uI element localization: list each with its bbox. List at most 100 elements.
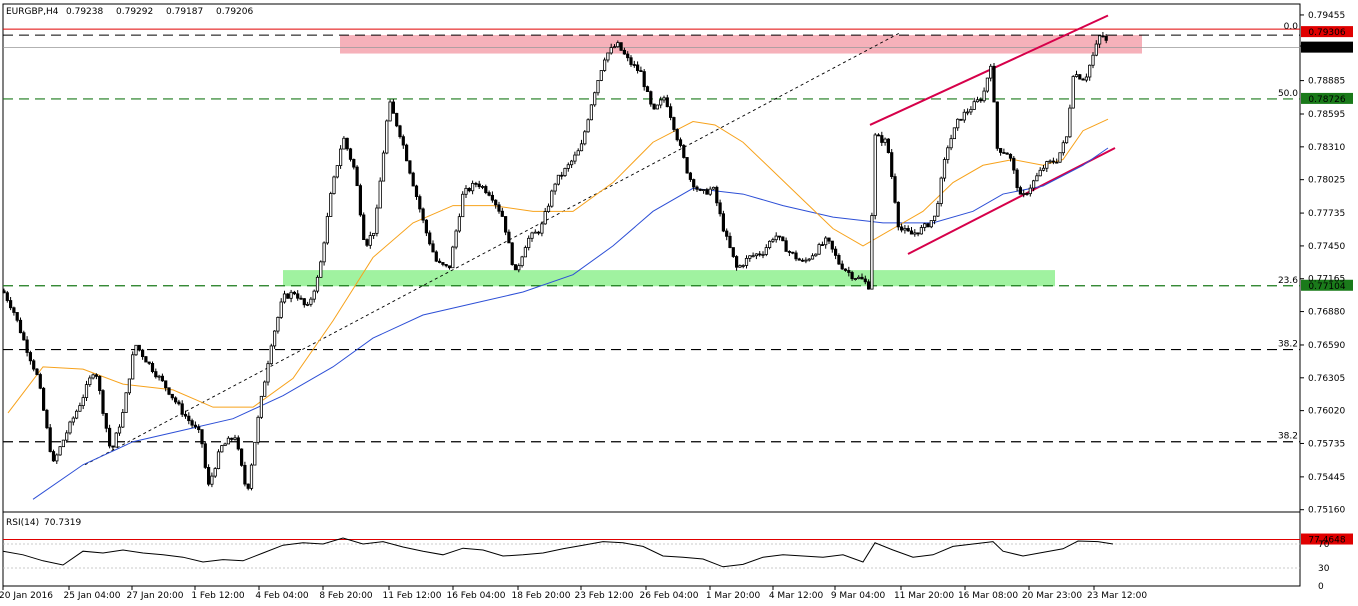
candle-body bbox=[292, 291, 297, 295]
candle-body bbox=[1078, 74, 1082, 80]
candle-body bbox=[263, 381, 267, 397]
candle-body bbox=[824, 237, 828, 246]
candle-body bbox=[995, 101, 999, 149]
candle-body bbox=[576, 150, 580, 156]
channel-lower-line bbox=[907, 147, 1116, 255]
candle-body bbox=[28, 352, 33, 362]
candle-body bbox=[975, 99, 980, 103]
candle-body bbox=[55, 454, 59, 462]
candle-body bbox=[348, 148, 353, 160]
candle-body bbox=[837, 255, 841, 265]
candle-body bbox=[352, 158, 356, 168]
candle-body bbox=[1051, 160, 1055, 163]
candle-body bbox=[728, 235, 732, 248]
candle-body bbox=[177, 401, 181, 405]
candle-body bbox=[272, 330, 277, 347]
candle-body bbox=[942, 159, 947, 179]
candle-body bbox=[500, 210, 504, 217]
candle-body bbox=[758, 253, 762, 256]
candle-body bbox=[1058, 152, 1062, 163]
candle-body bbox=[418, 196, 422, 210]
candle-body bbox=[764, 247, 768, 255]
candle-body bbox=[507, 231, 511, 244]
candle-body bbox=[299, 297, 303, 300]
candle-body bbox=[428, 232, 432, 245]
candle-body bbox=[279, 301, 283, 318]
candle-body bbox=[632, 64, 636, 66]
rsi-line bbox=[2, 537, 1114, 568]
level-label: 38.2 bbox=[1278, 432, 1298, 442]
channel-upper-line bbox=[869, 14, 1109, 126]
candle-body bbox=[305, 303, 310, 306]
level-label: 38.2 bbox=[1278, 340, 1298, 350]
candle-body bbox=[42, 387, 46, 411]
candle-body bbox=[771, 239, 775, 242]
candle-body bbox=[820, 244, 825, 246]
candle-body bbox=[45, 409, 49, 429]
candle-body bbox=[236, 437, 240, 450]
candle-body bbox=[636, 64, 640, 71]
candle-body bbox=[926, 223, 930, 228]
candle-body bbox=[1061, 142, 1065, 154]
candle-body bbox=[563, 168, 567, 176]
candle-body bbox=[269, 345, 273, 365]
moving-averages-layer bbox=[7, 118, 1109, 500]
candle-body bbox=[896, 201, 900, 228]
y-tick-label: 0.76880 bbox=[1308, 308, 1345, 318]
candle-body bbox=[840, 263, 844, 270]
candle-body bbox=[553, 183, 557, 192]
candle-body bbox=[32, 360, 36, 370]
candle-body bbox=[88, 377, 92, 386]
candle-body bbox=[503, 216, 508, 233]
candle-body bbox=[873, 134, 877, 216]
candle-body bbox=[777, 235, 782, 238]
x-tick-label: 16 Mar 08:00 bbox=[958, 591, 1018, 601]
candle-body bbox=[556, 174, 561, 185]
candle-body bbox=[543, 211, 547, 225]
candle-body bbox=[642, 71, 646, 88]
candle-body bbox=[566, 164, 570, 169]
candle-body bbox=[266, 363, 270, 383]
candle-body bbox=[768, 240, 772, 248]
candle-body bbox=[104, 413, 108, 429]
candle-body bbox=[665, 97, 669, 108]
y-tick-label: 0.79455 bbox=[1308, 11, 1345, 21]
candle-body bbox=[804, 259, 808, 262]
y-tick-label: 0.75735 bbox=[1308, 439, 1345, 449]
candle-body bbox=[949, 138, 953, 149]
candle-body bbox=[335, 165, 339, 178]
candle-body bbox=[200, 429, 204, 445]
time-axis: 20 Jan 2016 25 Jan 04:00 27 Jan 20:00 1 Feb… bbox=[0, 586, 1147, 601]
candle-body bbox=[513, 264, 518, 271]
candle-body bbox=[256, 416, 260, 443]
chart-symbol: EURGBP,H4 bbox=[6, 7, 59, 17]
candle-body bbox=[880, 135, 884, 143]
price-axis: 0.79455 0.79185 0.78885 0.78595 0.78310 0.780… bbox=[1300, 11, 1345, 516]
candle-body bbox=[160, 375, 164, 382]
candle-body bbox=[108, 427, 112, 447]
candle-body bbox=[101, 390, 105, 414]
candle-body bbox=[929, 220, 933, 228]
candle-body bbox=[454, 230, 458, 248]
candle-body bbox=[371, 232, 376, 236]
candle-body bbox=[150, 363, 155, 372]
candle-body bbox=[781, 236, 785, 242]
candle-body bbox=[523, 247, 528, 258]
candle-body bbox=[916, 232, 920, 235]
candle-body bbox=[959, 118, 963, 121]
candle-body bbox=[649, 91, 653, 105]
candle-body bbox=[121, 412, 125, 428]
resistance-zone bbox=[340, 35, 1142, 54]
candle-body bbox=[51, 451, 56, 462]
candle-body bbox=[61, 439, 66, 448]
level-price-tag-text: 0.78726 bbox=[1308, 95, 1345, 105]
candle-body bbox=[738, 265, 742, 268]
candle-body bbox=[424, 219, 429, 234]
candle-body bbox=[1035, 175, 1039, 182]
candle-body bbox=[669, 106, 673, 118]
candle-body bbox=[375, 207, 379, 234]
candle-body bbox=[675, 129, 679, 141]
candle-body bbox=[1084, 76, 1088, 81]
candle-body bbox=[441, 262, 445, 265]
candle-body bbox=[659, 99, 663, 106]
